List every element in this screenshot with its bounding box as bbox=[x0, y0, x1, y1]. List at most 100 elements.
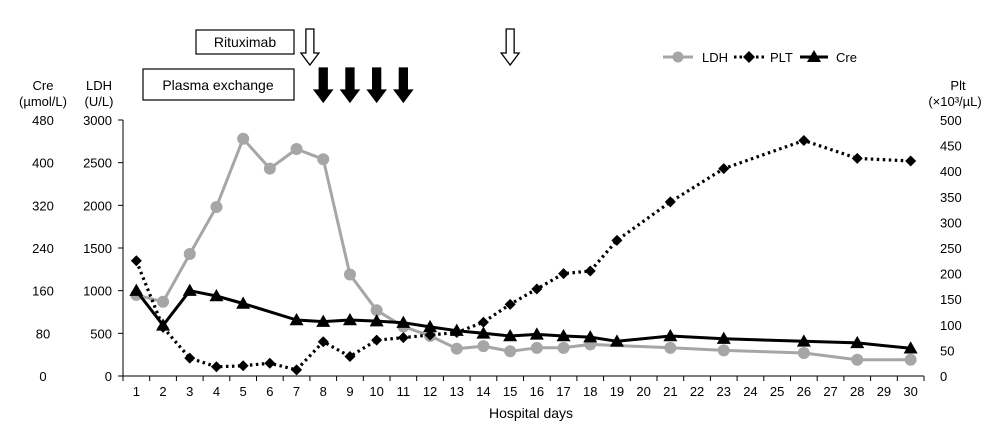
ldh-series-line bbox=[135, 137, 911, 362]
cre-tick-label: 240 bbox=[32, 241, 54, 256]
ldh-point bbox=[530, 341, 543, 354]
x-tick-label: 6 bbox=[266, 384, 273, 399]
cre-point bbox=[182, 283, 197, 296]
cre-point bbox=[529, 327, 544, 340]
x-tick-label: 23 bbox=[717, 384, 731, 399]
plt-point bbox=[317, 336, 329, 348]
cre-tick-label: 80 bbox=[36, 326, 50, 341]
plt-tick-label: 50 bbox=[940, 343, 954, 358]
legend-ldh-label: LDH bbox=[702, 50, 728, 65]
x-tick-label: 9 bbox=[346, 384, 353, 399]
x-tick-label: 21 bbox=[663, 384, 677, 399]
x-tick-label: 8 bbox=[320, 384, 327, 399]
ldh-tick-label: 2500 bbox=[83, 156, 112, 171]
rituximab-label: Rituximab bbox=[214, 34, 276, 50]
cre-tick-label: 160 bbox=[32, 284, 54, 299]
x-tick-label: 30 bbox=[903, 384, 917, 399]
plt-point bbox=[558, 268, 570, 280]
plasma-exchange-box bbox=[142, 68, 295, 101]
plt-point bbox=[130, 255, 142, 267]
x-tick-label: 19 bbox=[610, 384, 624, 399]
plasma-exchange-arrow bbox=[339, 67, 361, 104]
ldh-tick-label: 2000 bbox=[83, 198, 112, 213]
ldh-tick-label: 0 bbox=[105, 369, 112, 384]
cre-point bbox=[609, 334, 624, 347]
ldh-axis-title-line1: LDH bbox=[86, 78, 112, 93]
x-tick-label: 5 bbox=[240, 384, 247, 399]
arrow-layer bbox=[299, 28, 521, 104]
ldh-point bbox=[157, 295, 170, 308]
cre-point bbox=[342, 313, 357, 326]
plt-point bbox=[424, 329, 436, 341]
x-tick-label: 29 bbox=[877, 384, 891, 399]
legend-cre-marker bbox=[807, 50, 821, 62]
legend-plt-label: PLT bbox=[770, 50, 793, 65]
plt-point bbox=[798, 134, 810, 146]
rituximab-arrow bbox=[299, 28, 321, 67]
cre-point bbox=[423, 319, 438, 333]
ldh-point bbox=[210, 201, 223, 214]
x-tick-label: 28 bbox=[850, 384, 864, 399]
plt-point bbox=[371, 334, 383, 346]
plasma-exchange-arrow bbox=[366, 67, 387, 104]
cre-point bbox=[369, 314, 384, 327]
cre-point bbox=[156, 318, 171, 331]
cre-point bbox=[209, 289, 224, 302]
plt-point bbox=[504, 298, 516, 310]
plt-point bbox=[210, 361, 222, 373]
ldh-point bbox=[263, 162, 276, 175]
plt-tick-label: 150 bbox=[940, 292, 962, 307]
cre-series-line bbox=[135, 289, 911, 350]
plt-tick-label: 500 bbox=[940, 113, 962, 128]
x-tick-label: 1 bbox=[133, 384, 140, 399]
ldh-point bbox=[557, 341, 570, 354]
x-tick-label: 10 bbox=[369, 384, 383, 399]
ldh-tick-label: 500 bbox=[90, 326, 112, 341]
x-tick-label: 2 bbox=[159, 384, 166, 399]
plt-point bbox=[584, 265, 596, 277]
plt-point bbox=[291, 364, 303, 376]
cre-point bbox=[903, 341, 918, 354]
plt-point bbox=[344, 351, 356, 363]
cre-point bbox=[850, 335, 865, 349]
plt-point bbox=[477, 316, 489, 328]
plt-tick-label: 400 bbox=[940, 164, 962, 179]
ldh-point bbox=[664, 341, 677, 354]
cre-point bbox=[556, 329, 571, 342]
cre-point bbox=[289, 313, 304, 326]
plasma-exchange-arrow bbox=[393, 67, 414, 104]
x-tick-label: 7 bbox=[293, 384, 300, 399]
cre-tick-label: 480 bbox=[32, 113, 54, 128]
ldh-point bbox=[717, 344, 730, 357]
cre-axis-title-line2: (µmol/L) bbox=[19, 94, 67, 109]
legend-ldh-marker bbox=[672, 51, 684, 63]
rituximab-box bbox=[195, 29, 295, 55]
x-tick-label: 24 bbox=[743, 384, 757, 399]
ldh-point bbox=[343, 268, 356, 281]
x-tick-label: 16 bbox=[530, 384, 544, 399]
plasma-exchange-label: Plasma exchange bbox=[162, 77, 274, 93]
plt-point bbox=[664, 196, 676, 208]
ldh-tick-label: 1000 bbox=[83, 284, 112, 299]
ldh-point bbox=[317, 153, 330, 166]
plt-point bbox=[184, 352, 196, 364]
x-tick-label: 4 bbox=[213, 384, 220, 399]
cre-tick-label: 0 bbox=[39, 369, 46, 384]
plt-axis-title-line1: Plt bbox=[950, 78, 966, 93]
plt-axis-title-line2: (×10³/µL) bbox=[928, 94, 981, 109]
plt-point bbox=[718, 163, 730, 175]
plt-point bbox=[237, 360, 249, 372]
plt-tick-label: 300 bbox=[940, 215, 962, 230]
cre-tick-label: 320 bbox=[32, 198, 54, 213]
cre-point bbox=[449, 323, 464, 336]
x-tick-label: 22 bbox=[690, 384, 704, 399]
cre-point bbox=[796, 334, 811, 347]
plt-tick-label: 0 bbox=[940, 369, 947, 384]
ldh-point bbox=[183, 247, 196, 260]
cre-point bbox=[663, 329, 678, 342]
ldh-point bbox=[477, 340, 490, 353]
cre-point bbox=[503, 329, 518, 342]
cre-point bbox=[316, 314, 331, 327]
plt-point bbox=[851, 152, 863, 164]
